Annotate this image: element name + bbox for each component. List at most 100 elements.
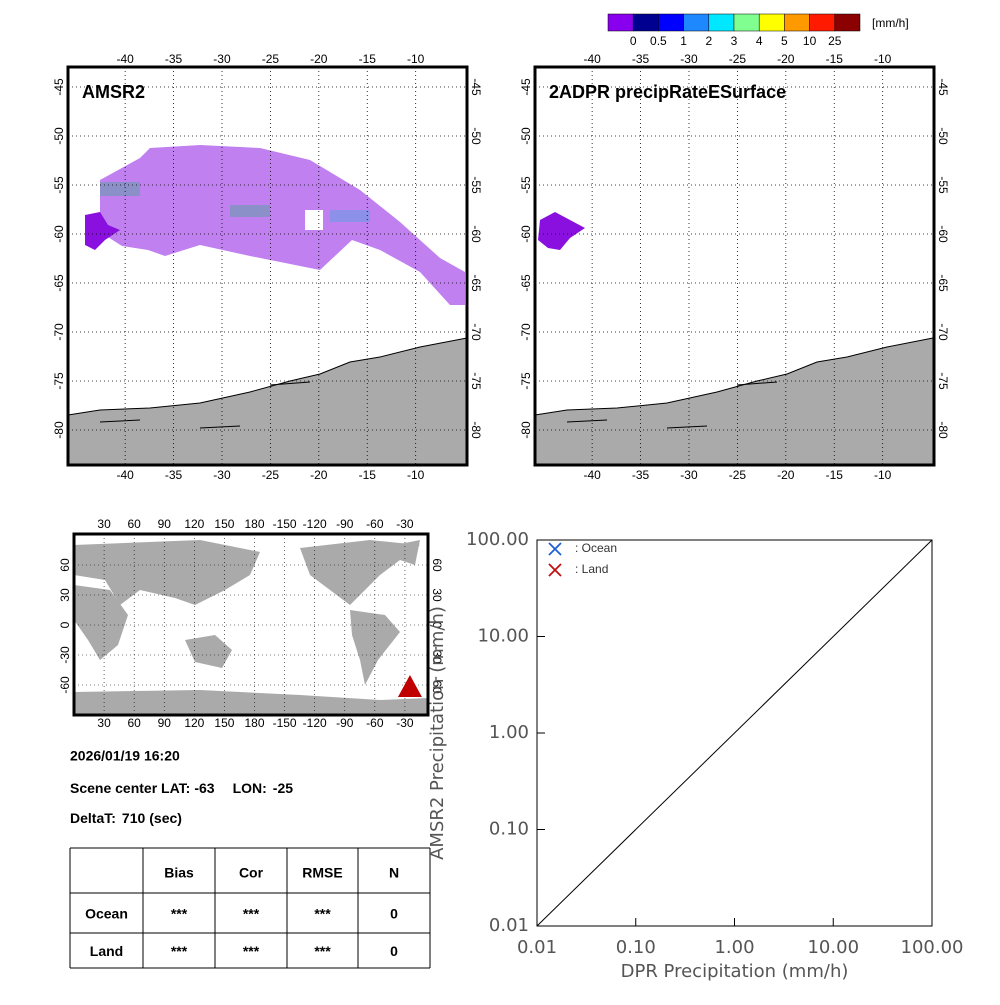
gray-cells bbox=[100, 182, 140, 196]
lat-tick-label: -55 bbox=[936, 176, 950, 194]
y-tick-label: 0.01 bbox=[489, 915, 529, 936]
antarctica bbox=[67, 337, 468, 466]
lat-tick-label: -80 bbox=[52, 421, 66, 439]
lon-tick-label: -30 bbox=[680, 468, 698, 482]
info-part: -63 bbox=[194, 780, 214, 796]
colorbar-box bbox=[834, 13, 861, 32]
lat-tick-label: -50 bbox=[52, 127, 66, 145]
lat-tick-label: 30 bbox=[430, 588, 444, 602]
colorbar-label: 4 bbox=[756, 34, 763, 48]
land bbox=[74, 690, 428, 715]
map-frame bbox=[72, 532, 430, 717]
lat-tick-label: -80 bbox=[469, 421, 483, 439]
lat-tick-label: -45 bbox=[519, 78, 533, 96]
land bbox=[395, 540, 420, 565]
table-cell: *** bbox=[171, 943, 188, 959]
lon-tick-label: -25 bbox=[262, 52, 280, 66]
lat-tick-label: -75 bbox=[936, 372, 950, 390]
lon-tick-label: -40 bbox=[583, 468, 601, 482]
precip-swath bbox=[100, 145, 465, 305]
land bbox=[74, 540, 260, 605]
gray-cells bbox=[330, 210, 370, 222]
lon-tick-label: 90 bbox=[158, 517, 172, 531]
datetime: 2026/01/19 16:20 bbox=[70, 748, 180, 764]
info-part: LON: bbox=[233, 780, 267, 796]
table-header: Cor bbox=[239, 865, 264, 881]
lon-tick-label: -120 bbox=[303, 517, 327, 531]
lat-tick-label: 30 bbox=[58, 588, 72, 602]
lat-tick-label: -70 bbox=[519, 323, 533, 341]
lon-tick-label: -10 bbox=[874, 468, 892, 482]
legend-marker bbox=[548, 542, 562, 556]
lat-tick-label: 0 bbox=[58, 621, 72, 628]
legend-label: : Land bbox=[575, 562, 608, 576]
info-part: (sec) bbox=[149, 810, 182, 826]
x-tick-label: 0.01 bbox=[517, 937, 557, 958]
x-axis-label: DPR Precipitation (mm/h) bbox=[621, 961, 849, 982]
table-cell: *** bbox=[243, 943, 260, 959]
lat-tick-label: -80 bbox=[519, 421, 533, 439]
land bbox=[300, 540, 420, 605]
lon-tick-label: -60 bbox=[366, 517, 384, 531]
colorbar-box bbox=[809, 13, 836, 32]
lon-tick-label: -15 bbox=[359, 52, 377, 66]
lat-tick-label: -60 bbox=[469, 225, 483, 243]
lon-tick-label: 30 bbox=[97, 716, 111, 730]
map-frame bbox=[533, 65, 936, 467]
lon-tick-label: 60 bbox=[127, 716, 141, 730]
lat-tick-label: -70 bbox=[469, 323, 483, 341]
lon-tick-label: -10 bbox=[407, 468, 425, 482]
info-part: DeltaT: bbox=[70, 810, 116, 826]
colorbar-box bbox=[784, 13, 810, 32]
table-cell: 0 bbox=[390, 906, 398, 922]
lat-tick-label: -70 bbox=[936, 323, 950, 341]
lat-tick-label: -75 bbox=[519, 372, 533, 390]
colorbar-box bbox=[683, 13, 710, 32]
lon-tick-label: -30 bbox=[213, 52, 231, 66]
lon-tick-label: -10 bbox=[407, 52, 425, 66]
legend-label: : Ocean bbox=[575, 541, 617, 555]
lat-tick-label: -60 bbox=[430, 676, 444, 694]
x-tick-label: 1.00 bbox=[714, 937, 754, 958]
map-title: 2ADPR precipRateESurface bbox=[549, 82, 786, 102]
antarctica bbox=[534, 337, 934, 466]
colorbar-box bbox=[632, 13, 659, 32]
lat-tick-label: -75 bbox=[52, 372, 66, 390]
land bbox=[185, 635, 232, 668]
lat-tick-label: -70 bbox=[52, 323, 66, 341]
table-cell: *** bbox=[314, 943, 331, 959]
lat-tick-label: -60 bbox=[936, 225, 950, 243]
colorbar-box bbox=[708, 13, 735, 32]
delta-t: DeltaT: 710 (sec) bbox=[70, 810, 182, 826]
y-tick-label: 10.00 bbox=[477, 626, 529, 647]
lon-tick-label: -150 bbox=[273, 517, 297, 531]
table-header: N bbox=[389, 865, 399, 881]
colorbar-box bbox=[658, 13, 684, 32]
y-tick-label: 0.10 bbox=[489, 819, 529, 840]
table-header: Bias bbox=[164, 865, 194, 881]
lat-tick-label: 60 bbox=[430, 558, 444, 572]
lon-tick-label: -10 bbox=[874, 52, 892, 66]
lon-tick-label: 60 bbox=[127, 517, 141, 531]
colorbar-label: 0 bbox=[630, 34, 637, 48]
lon-tick-label: -40 bbox=[583, 52, 601, 66]
land bbox=[350, 610, 400, 685]
map-title: AMSR2 bbox=[82, 82, 145, 102]
lat-tick-label: -60 bbox=[519, 225, 533, 243]
lat-tick-label: -50 bbox=[936, 127, 950, 145]
lat-tick-label: -45 bbox=[469, 78, 483, 96]
white-gap bbox=[305, 210, 323, 230]
table-cell: *** bbox=[171, 906, 188, 922]
colorbar-box bbox=[733, 13, 760, 32]
lon-tick-label: 90 bbox=[158, 716, 172, 730]
lat-tick-label: 60 bbox=[58, 558, 72, 572]
lon-tick-label: 180 bbox=[244, 517, 264, 531]
lat-tick-label: -55 bbox=[469, 176, 483, 194]
lon-tick-label: 120 bbox=[184, 517, 204, 531]
lon-tick-label: -150 bbox=[273, 716, 297, 730]
lat-tick-label: -55 bbox=[519, 176, 533, 194]
lon-tick-label: -90 bbox=[336, 517, 354, 531]
colorbar-label: 10 bbox=[803, 34, 817, 48]
map-features bbox=[534, 212, 934, 466]
lon-tick-label: -60 bbox=[366, 716, 384, 730]
